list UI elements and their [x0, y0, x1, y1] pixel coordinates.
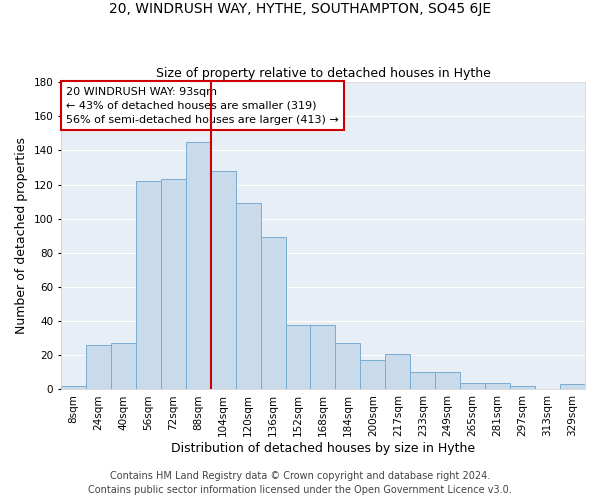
Bar [560, 384, 585, 390]
Bar [111, 344, 136, 390]
Bar [211, 171, 236, 390]
Bar [361, 360, 385, 390]
Bar [61, 386, 86, 390]
Bar [286, 324, 310, 390]
Bar [510, 386, 535, 390]
Bar [385, 354, 410, 390]
Text: 20, WINDRUSH WAY, HYTHE, SOUTHAMPTON, SO45 6JE: 20, WINDRUSH WAY, HYTHE, SOUTHAMPTON, SO… [109, 2, 491, 16]
Y-axis label: Number of detached properties: Number of detached properties [15, 138, 28, 334]
Bar [485, 382, 510, 390]
Bar [460, 382, 485, 390]
Bar [310, 324, 335, 390]
Text: Contains HM Land Registry data © Crown copyright and database right 2024.
Contai: Contains HM Land Registry data © Crown c… [88, 471, 512, 495]
Bar [260, 238, 286, 390]
Bar [236, 204, 260, 390]
Bar [186, 142, 211, 390]
Bar [161, 180, 186, 390]
Bar [335, 344, 361, 390]
Bar [435, 372, 460, 390]
Bar [86, 345, 111, 390]
Bar [136, 181, 161, 390]
Bar [410, 372, 435, 390]
X-axis label: Distribution of detached houses by size in Hythe: Distribution of detached houses by size … [171, 442, 475, 455]
Text: 20 WINDRUSH WAY: 93sqm
← 43% of detached houses are smaller (319)
56% of semi-de: 20 WINDRUSH WAY: 93sqm ← 43% of detached… [66, 86, 339, 124]
Title: Size of property relative to detached houses in Hythe: Size of property relative to detached ho… [155, 66, 490, 80]
